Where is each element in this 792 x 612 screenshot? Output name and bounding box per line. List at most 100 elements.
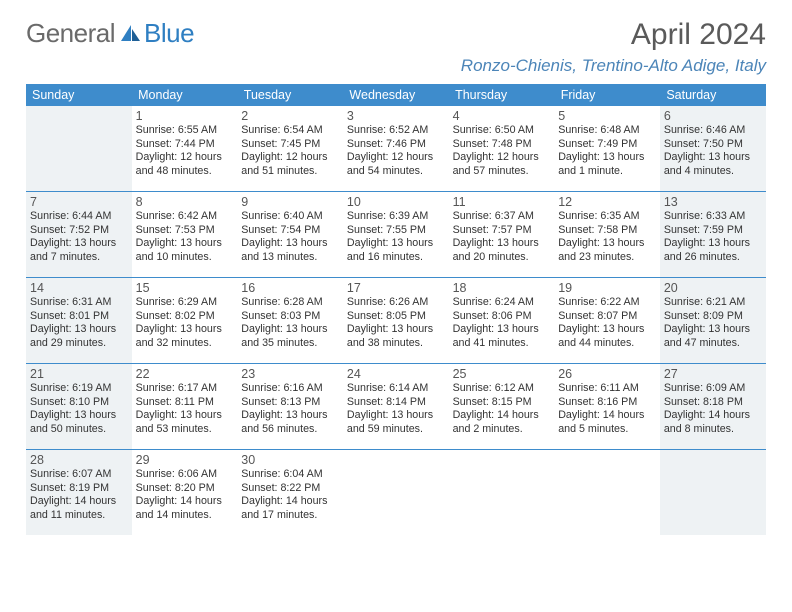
calendar-day-cell: 27Sunrise: 6:09 AMSunset: 8:18 PMDayligh… <box>660 364 766 450</box>
day-details: Sunrise: 6:28 AMSunset: 8:03 PMDaylight:… <box>241 296 339 351</box>
location-subtitle: Ronzo-Chienis, Trentino-Alto Adige, Ital… <box>461 56 766 76</box>
calendar-day-cell <box>449 450 555 536</box>
day-details: Sunrise: 6:14 AMSunset: 8:14 PMDaylight:… <box>347 382 445 437</box>
day-details: Sunrise: 6:06 AMSunset: 8:20 PMDaylight:… <box>136 468 234 523</box>
day-number: 6 <box>664 109 762 123</box>
day-details: Sunrise: 6:40 AMSunset: 7:54 PMDaylight:… <box>241 210 339 265</box>
day-details: Sunrise: 6:31 AMSunset: 8:01 PMDaylight:… <box>30 296 128 351</box>
calendar-day-cell: 8Sunrise: 6:42 AMSunset: 7:53 PMDaylight… <box>132 192 238 278</box>
day-details: Sunrise: 6:24 AMSunset: 8:06 PMDaylight:… <box>453 296 551 351</box>
calendar-week-row: 14Sunrise: 6:31 AMSunset: 8:01 PMDayligh… <box>26 278 766 364</box>
day-details: Sunrise: 6:52 AMSunset: 7:46 PMDaylight:… <box>347 124 445 179</box>
day-details: Sunrise: 6:09 AMSunset: 8:18 PMDaylight:… <box>664 382 762 437</box>
brand-logo: General Blue <box>26 18 194 49</box>
calendar-day-cell: 23Sunrise: 6:16 AMSunset: 8:13 PMDayligh… <box>237 364 343 450</box>
day-number: 15 <box>136 281 234 295</box>
calendar-day-cell: 5Sunrise: 6:48 AMSunset: 7:49 PMDaylight… <box>554 106 660 192</box>
month-title: April 2024 <box>461 18 766 52</box>
weekday-header: Sunday <box>26 84 132 106</box>
calendar-day-cell: 3Sunrise: 6:52 AMSunset: 7:46 PMDaylight… <box>343 106 449 192</box>
calendar-day-cell: 24Sunrise: 6:14 AMSunset: 8:14 PMDayligh… <box>343 364 449 450</box>
day-details: Sunrise: 6:48 AMSunset: 7:49 PMDaylight:… <box>558 124 656 179</box>
day-details: Sunrise: 6:04 AMSunset: 8:22 PMDaylight:… <box>241 468 339 523</box>
weekday-header: Tuesday <box>237 84 343 106</box>
calendar-day-cell: 29Sunrise: 6:06 AMSunset: 8:20 PMDayligh… <box>132 450 238 536</box>
day-number: 27 <box>664 367 762 381</box>
day-details: Sunrise: 6:21 AMSunset: 8:09 PMDaylight:… <box>664 296 762 351</box>
day-details: Sunrise: 6:35 AMSunset: 7:58 PMDaylight:… <box>558 210 656 265</box>
day-number: 9 <box>241 195 339 209</box>
day-details: Sunrise: 6:29 AMSunset: 8:02 PMDaylight:… <box>136 296 234 351</box>
calendar-day-cell: 25Sunrise: 6:12 AMSunset: 8:15 PMDayligh… <box>449 364 555 450</box>
day-details: Sunrise: 6:55 AMSunset: 7:44 PMDaylight:… <box>136 124 234 179</box>
day-number: 24 <box>347 367 445 381</box>
day-number: 19 <box>558 281 656 295</box>
day-details: Sunrise: 6:07 AMSunset: 8:19 PMDaylight:… <box>30 468 128 523</box>
day-details: Sunrise: 6:39 AMSunset: 7:55 PMDaylight:… <box>347 210 445 265</box>
calendar-day-cell <box>554 450 660 536</box>
day-number: 13 <box>664 195 762 209</box>
calendar-day-cell: 21Sunrise: 6:19 AMSunset: 8:10 PMDayligh… <box>26 364 132 450</box>
day-details: Sunrise: 6:26 AMSunset: 8:05 PMDaylight:… <box>347 296 445 351</box>
calendar-day-cell: 6Sunrise: 6:46 AMSunset: 7:50 PMDaylight… <box>660 106 766 192</box>
day-details: Sunrise: 6:42 AMSunset: 7:53 PMDaylight:… <box>136 210 234 265</box>
day-number: 30 <box>241 453 339 467</box>
calendar-day-cell: 15Sunrise: 6:29 AMSunset: 8:02 PMDayligh… <box>132 278 238 364</box>
calendar-day-cell: 10Sunrise: 6:39 AMSunset: 7:55 PMDayligh… <box>343 192 449 278</box>
day-number: 7 <box>30 195 128 209</box>
calendar-day-cell: 30Sunrise: 6:04 AMSunset: 8:22 PMDayligh… <box>237 450 343 536</box>
calendar-day-cell: 11Sunrise: 6:37 AMSunset: 7:57 PMDayligh… <box>449 192 555 278</box>
calendar-week-row: 28Sunrise: 6:07 AMSunset: 8:19 PMDayligh… <box>26 450 766 536</box>
day-details: Sunrise: 6:17 AMSunset: 8:11 PMDaylight:… <box>136 382 234 437</box>
calendar-day-cell: 9Sunrise: 6:40 AMSunset: 7:54 PMDaylight… <box>237 192 343 278</box>
day-number: 16 <box>241 281 339 295</box>
sail-icon <box>119 23 141 45</box>
calendar-day-cell: 19Sunrise: 6:22 AMSunset: 8:07 PMDayligh… <box>554 278 660 364</box>
day-number: 2 <box>241 109 339 123</box>
day-number: 23 <box>241 367 339 381</box>
calendar-day-cell: 28Sunrise: 6:07 AMSunset: 8:19 PMDayligh… <box>26 450 132 536</box>
weekday-header: Monday <box>132 84 238 106</box>
calendar-day-cell: 4Sunrise: 6:50 AMSunset: 7:48 PMDaylight… <box>449 106 555 192</box>
day-details: Sunrise: 6:16 AMSunset: 8:13 PMDaylight:… <box>241 382 339 437</box>
day-number: 12 <box>558 195 656 209</box>
day-details: Sunrise: 6:44 AMSunset: 7:52 PMDaylight:… <box>30 210 128 265</box>
day-number: 4 <box>453 109 551 123</box>
logo-text-blue: Blue <box>144 18 194 49</box>
weekday-header: Friday <box>554 84 660 106</box>
day-details: Sunrise: 6:37 AMSunset: 7:57 PMDaylight:… <box>453 210 551 265</box>
day-number: 5 <box>558 109 656 123</box>
day-number: 25 <box>453 367 551 381</box>
calendar-week-row: 21Sunrise: 6:19 AMSunset: 8:10 PMDayligh… <box>26 364 766 450</box>
weekday-header-row: Sunday Monday Tuesday Wednesday Thursday… <box>26 84 766 106</box>
calendar-week-row: 7Sunrise: 6:44 AMSunset: 7:52 PMDaylight… <box>26 192 766 278</box>
day-details: Sunrise: 6:33 AMSunset: 7:59 PMDaylight:… <box>664 210 762 265</box>
day-details: Sunrise: 6:19 AMSunset: 8:10 PMDaylight:… <box>30 382 128 437</box>
day-details: Sunrise: 6:22 AMSunset: 8:07 PMDaylight:… <box>558 296 656 351</box>
day-number: 22 <box>136 367 234 381</box>
calendar-day-cell: 22Sunrise: 6:17 AMSunset: 8:11 PMDayligh… <box>132 364 238 450</box>
day-details: Sunrise: 6:50 AMSunset: 7:48 PMDaylight:… <box>453 124 551 179</box>
calendar-day-cell: 16Sunrise: 6:28 AMSunset: 8:03 PMDayligh… <box>237 278 343 364</box>
day-number: 14 <box>30 281 128 295</box>
day-number: 1 <box>136 109 234 123</box>
calendar-day-cell <box>26 106 132 192</box>
calendar-day-cell: 17Sunrise: 6:26 AMSunset: 8:05 PMDayligh… <box>343 278 449 364</box>
calendar-day-cell: 2Sunrise: 6:54 AMSunset: 7:45 PMDaylight… <box>237 106 343 192</box>
calendar-day-cell: 26Sunrise: 6:11 AMSunset: 8:16 PMDayligh… <box>554 364 660 450</box>
calendar-day-cell: 14Sunrise: 6:31 AMSunset: 8:01 PMDayligh… <box>26 278 132 364</box>
calendar-day-cell: 1Sunrise: 6:55 AMSunset: 7:44 PMDaylight… <box>132 106 238 192</box>
header: General Blue April 2024 Ronzo-Chienis, T… <box>26 18 766 76</box>
calendar-day-cell <box>343 450 449 536</box>
day-number: 26 <box>558 367 656 381</box>
day-number: 8 <box>136 195 234 209</box>
weekday-header: Wednesday <box>343 84 449 106</box>
calendar-day-cell: 20Sunrise: 6:21 AMSunset: 8:09 PMDayligh… <box>660 278 766 364</box>
day-number: 11 <box>453 195 551 209</box>
day-number: 17 <box>347 281 445 295</box>
calendar-day-cell: 7Sunrise: 6:44 AMSunset: 7:52 PMDaylight… <box>26 192 132 278</box>
day-number: 10 <box>347 195 445 209</box>
day-number: 18 <box>453 281 551 295</box>
weekday-header: Saturday <box>660 84 766 106</box>
calendar-week-row: 1Sunrise: 6:55 AMSunset: 7:44 PMDaylight… <box>26 106 766 192</box>
